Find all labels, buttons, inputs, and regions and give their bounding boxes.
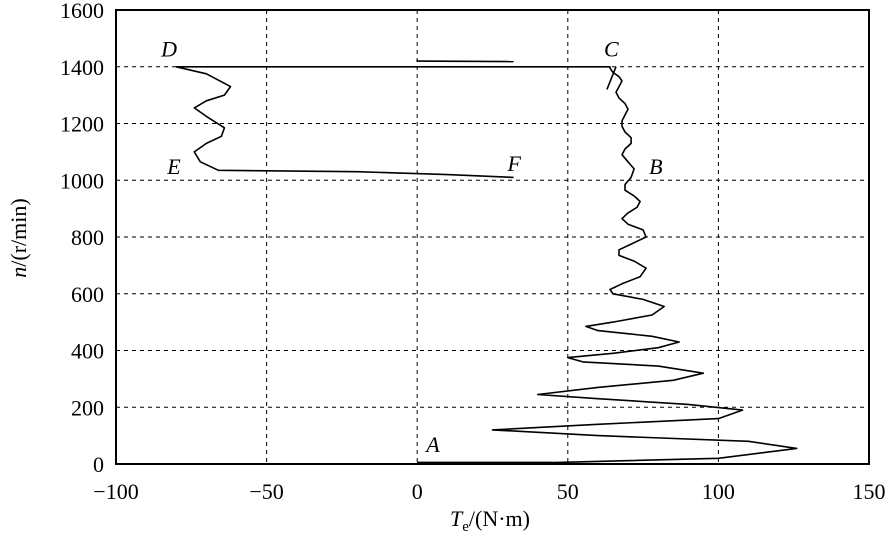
plot-frame <box>115 9 870 465</box>
series-line <box>417 60 514 63</box>
y-axis-title-italic: n <box>6 267 31 278</box>
x-tick-label: 0 <box>412 479 423 504</box>
point-label-c: C <box>604 36 619 61</box>
series-line <box>175 66 798 464</box>
y-tick-label: 1400 <box>60 55 104 80</box>
y-tick-label: 0 <box>93 452 104 477</box>
y-tick-labels: 0 200 400 600 800 1000 1200 1400 1600 <box>60 0 104 477</box>
y-tick-label: 200 <box>71 395 104 420</box>
grid <box>116 10 869 464</box>
point-label-f: F <box>507 151 522 176</box>
y-tick-label: 800 <box>71 225 104 250</box>
y-tick-label: 600 <box>71 282 104 307</box>
point-label-a: A <box>424 432 440 457</box>
point-label-d: D <box>160 36 177 61</box>
x-axis-title-sub: e <box>462 519 469 532</box>
x-tick-label: 150 <box>853 479 886 504</box>
point-label-b: B <box>649 154 662 179</box>
x-tick-label: −50 <box>249 479 283 504</box>
y-tick-label: 1000 <box>60 168 104 193</box>
series-line-thick <box>606 66 617 90</box>
y-axis-title: n/(r/min) <box>6 198 31 277</box>
x-tick-label: 50 <box>557 479 579 504</box>
x-axis-title-rest: /(N·m) <box>469 506 530 531</box>
point-label-e: E <box>166 154 181 179</box>
y-tick-label: 400 <box>71 339 104 364</box>
y-tick-label: 1600 <box>60 0 104 23</box>
x-tick-label: 100 <box>702 479 735 504</box>
x-tick-labels: −100 −50 0 50 100 150 <box>93 479 885 504</box>
x-tick-label: −100 <box>93 479 138 504</box>
y-tick-label: 1200 <box>60 112 104 137</box>
point-labels: A B C D E F <box>160 36 662 457</box>
x-axis-title: Te/(N·m) <box>450 506 530 532</box>
plot-lines <box>175 59 798 464</box>
x-axis-title-main: T <box>450 506 464 531</box>
y-axis-title-rest: /(r/min) <box>6 198 31 266</box>
